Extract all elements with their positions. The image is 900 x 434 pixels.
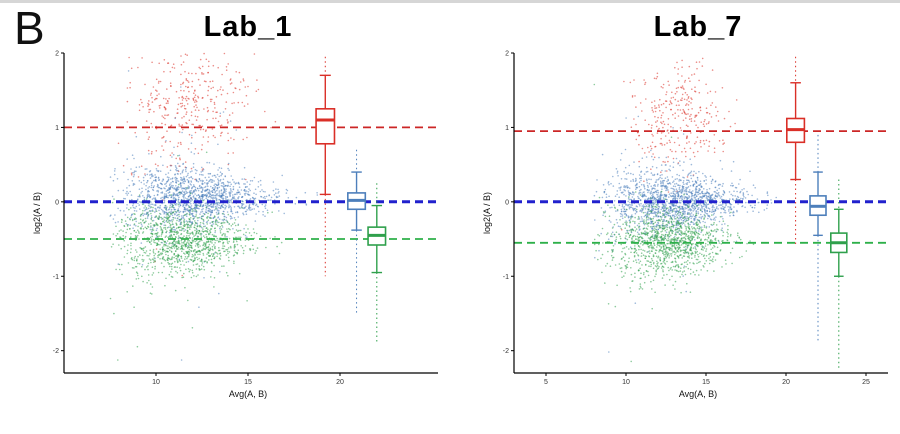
- y-tick-label: 1: [55, 125, 59, 132]
- y-axis-label: log2(A / B): [32, 192, 42, 234]
- boxplot-red: [315, 56, 336, 277]
- panel-letter: B: [14, 2, 45, 54]
- boxplot-red: [785, 56, 806, 247]
- y-axis-label: log2(A / B): [482, 192, 492, 234]
- x-axis-label: Avg(A, B): [679, 389, 717, 399]
- figure-lab1: Lab_1 10 15 20 -2 -1 0 1 2 Avg(A, B) log2(A / B): [30, 9, 440, 405]
- boxplot-blue: [809, 134, 827, 344]
- scatter-layer: [593, 57, 777, 363]
- figure-lab7: Lab_7 5 10 15 20 25 -2 -1 0 1 2 Avg(A, B) log2(A / …: [480, 9, 890, 405]
- ma-plot-lab1: 10 15 20 -2 -1 0 1 2 Avg(A, B) log2(A / B): [32, 51, 438, 399]
- x-tick-label: 15: [244, 379, 252, 386]
- boxplot-green: [367, 183, 387, 344]
- x-tick-label: 10: [152, 379, 160, 386]
- x-tick-label: 10: [622, 379, 630, 386]
- y-tick-label: -1: [503, 274, 509, 281]
- x-tick-label: 15: [702, 379, 710, 386]
- plots-row: Lab_1 10 15 20 -2 -1 0 1 2 Avg(A, B) log2(A / B) …: [0, 3, 900, 405]
- boxplot-blue: [347, 149, 367, 314]
- x-tick-label: 20: [336, 379, 344, 386]
- x-tick-label: 20: [782, 379, 790, 386]
- scatter-layer: [109, 52, 319, 361]
- y-tick-label: -1: [53, 274, 59, 281]
- y-tick-label: 2: [55, 51, 59, 58]
- y-tick-label: 2: [505, 51, 509, 58]
- y-tick-label: -2: [503, 348, 509, 355]
- y-tick-label: 0: [55, 199, 59, 206]
- x-tick-label: 25: [862, 379, 870, 386]
- y-tick-label: 1: [505, 125, 509, 132]
- plot-title-lab1: Lab_1: [203, 11, 293, 43]
- y-tick-label: 0: [505, 199, 509, 206]
- x-tick-label: 5: [544, 379, 548, 386]
- boxplot-green: [829, 179, 848, 370]
- ma-plot-lab7: 5 10 15 20 25 -2 -1 0 1 2 Avg(A, B) log2(A / B): [482, 51, 888, 399]
- y-tick-label: -2: [53, 348, 59, 355]
- plot-title-lab7: Lab_7: [653, 11, 743, 43]
- x-axis-label: Avg(A, B): [229, 389, 267, 399]
